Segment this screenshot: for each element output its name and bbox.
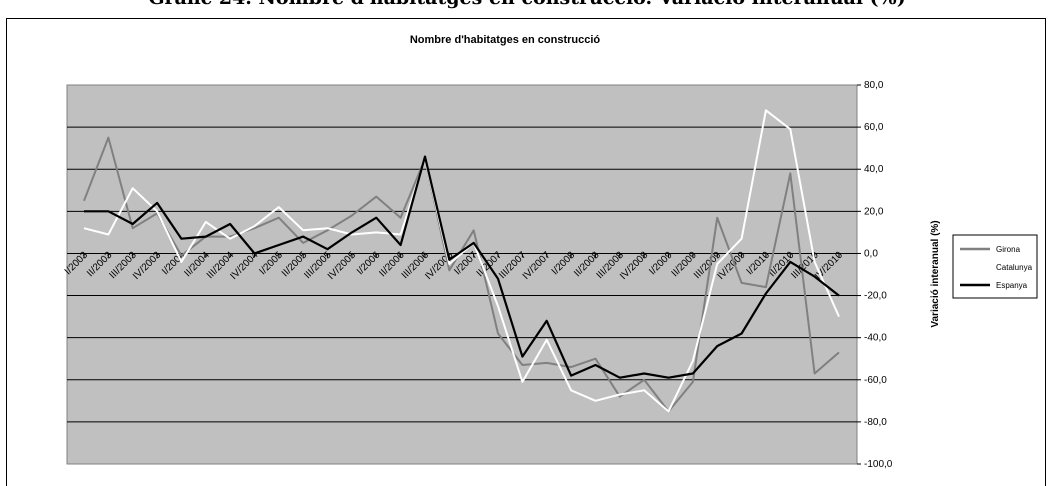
chart-title: Nombre d'habitatges en construcció: [410, 34, 601, 46]
legend-label-espanya: Espanya: [996, 281, 1028, 290]
series-line-espanya: [84, 155, 840, 379]
y-tick-label: 40,0: [864, 164, 884, 175]
series-lines: [83, 109, 840, 413]
y-axis-label: Variació interanual (%): [930, 220, 941, 327]
legend: Girona Catalunya Espanya: [952, 234, 1038, 299]
y-tick-label: 20,0: [864, 206, 884, 217]
series-line-catalunya: [83, 109, 840, 413]
y-tick-label: 60,0: [864, 122, 884, 133]
legend-label-catalunya: Catalunya: [996, 263, 1033, 272]
figure-heading: Gràfic 24. Nombre d'habitatges en constr…: [0, 0, 1054, 9]
y-tick-label: -60,0: [864, 375, 887, 386]
y-tick-label: 0,0: [864, 248, 878, 259]
y-axis-tick-labels: 80,0 60,0 40,0 20,0 0,0 -20,0 -40,0 -60,0 -80,0 -…: [864, 80, 893, 470]
legend-label-girona: Girona: [996, 245, 1021, 254]
y-tick-label: -80,0: [864, 417, 887, 428]
y-tick-label: -20,0: [864, 291, 887, 302]
y-tick-label: 80,0: [864, 80, 884, 91]
gridlines: [67, 84, 861, 465]
y-tick-label: -40,0: [864, 333, 887, 344]
plot-area: [66, 84, 858, 465]
y-tick-label: -100,0: [864, 459, 893, 470]
